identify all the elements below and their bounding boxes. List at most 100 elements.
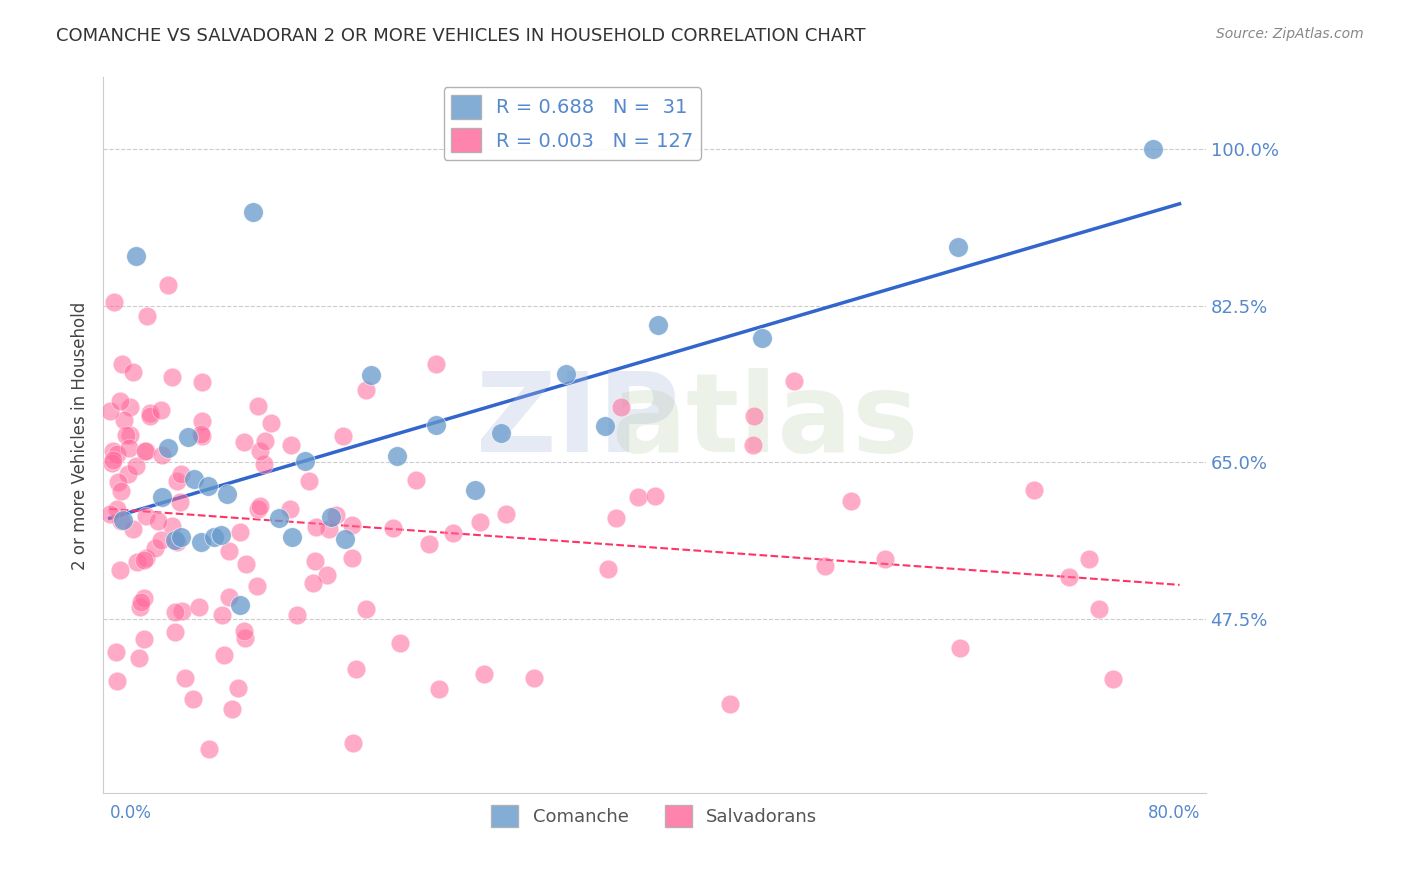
Point bbox=[108, 563, 131, 577]
Point bbox=[233, 624, 256, 638]
Point bbox=[217, 487, 239, 501]
Point bbox=[344, 662, 367, 676]
Point bbox=[340, 550, 363, 565]
Point bbox=[253, 457, 276, 471]
Point bbox=[125, 458, 148, 473]
Legend: Comanche, Salvadorans: Comanche, Salvadorans bbox=[484, 798, 825, 834]
Point bbox=[742, 438, 765, 452]
Point bbox=[221, 702, 243, 716]
Point bbox=[235, 557, 257, 571]
Point bbox=[98, 404, 121, 418]
Point bbox=[198, 741, 221, 756]
Point bbox=[418, 537, 440, 551]
Point bbox=[128, 599, 150, 614]
Y-axis label: 2 or more Vehicles in Household: 2 or more Vehicles in Household bbox=[72, 301, 89, 569]
Point bbox=[644, 489, 666, 503]
Point bbox=[135, 551, 157, 566]
Point bbox=[160, 518, 183, 533]
Point bbox=[150, 490, 173, 504]
Point bbox=[254, 434, 277, 448]
Point bbox=[260, 416, 283, 430]
Point bbox=[1022, 483, 1045, 497]
Point bbox=[187, 599, 209, 614]
Text: 80.0%: 80.0% bbox=[1147, 804, 1201, 822]
Point bbox=[197, 478, 219, 492]
Point bbox=[946, 240, 969, 254]
Point bbox=[228, 681, 250, 696]
Point bbox=[627, 491, 650, 505]
Point bbox=[128, 651, 150, 665]
Point bbox=[170, 467, 193, 481]
Point bbox=[441, 525, 464, 540]
Point bbox=[229, 599, 252, 613]
Point bbox=[132, 591, 155, 606]
Point bbox=[112, 413, 135, 427]
Point bbox=[160, 369, 183, 384]
Point bbox=[1059, 570, 1081, 584]
Text: Source: ZipAtlas.com: Source: ZipAtlas.com bbox=[1216, 27, 1364, 41]
Point bbox=[211, 607, 233, 622]
Point bbox=[110, 514, 132, 528]
Point bbox=[523, 671, 546, 685]
Point bbox=[191, 429, 214, 443]
Point bbox=[190, 426, 212, 441]
Point bbox=[132, 632, 155, 646]
Point bbox=[388, 636, 411, 650]
Point bbox=[354, 383, 377, 397]
Point bbox=[135, 443, 157, 458]
Text: 0.0%: 0.0% bbox=[110, 804, 152, 822]
Point bbox=[135, 509, 157, 524]
Point bbox=[202, 530, 225, 544]
Point bbox=[118, 428, 141, 442]
Point bbox=[129, 595, 152, 609]
Point bbox=[385, 449, 408, 463]
Point bbox=[285, 608, 308, 623]
Point bbox=[1101, 672, 1123, 686]
Point bbox=[146, 514, 169, 528]
Point bbox=[190, 535, 212, 549]
Point bbox=[105, 674, 128, 689]
Point bbox=[174, 671, 197, 685]
Point bbox=[117, 467, 139, 481]
Point bbox=[105, 501, 128, 516]
Point bbox=[304, 554, 326, 568]
Point bbox=[278, 501, 301, 516]
Point bbox=[149, 403, 172, 417]
Point bbox=[149, 533, 172, 548]
Point bbox=[318, 522, 340, 536]
Point bbox=[751, 331, 773, 345]
Point bbox=[157, 441, 180, 455]
Point bbox=[169, 495, 191, 509]
Point bbox=[139, 409, 162, 423]
Point bbox=[605, 511, 627, 525]
Point bbox=[405, 473, 427, 487]
Point bbox=[170, 604, 193, 618]
Point bbox=[246, 502, 269, 516]
Point bbox=[163, 625, 186, 640]
Point bbox=[427, 682, 450, 697]
Point bbox=[555, 367, 578, 381]
Point bbox=[191, 414, 214, 428]
Point bbox=[316, 568, 339, 582]
Point bbox=[332, 429, 354, 443]
Point bbox=[464, 483, 486, 498]
Point bbox=[1142, 142, 1164, 156]
Point bbox=[949, 641, 972, 656]
Point bbox=[425, 357, 447, 371]
Point bbox=[610, 401, 633, 415]
Point bbox=[110, 357, 132, 371]
Point bbox=[249, 500, 271, 514]
Point bbox=[647, 318, 669, 332]
Point bbox=[247, 399, 270, 413]
Point bbox=[873, 552, 896, 566]
Point bbox=[242, 204, 264, 219]
Point bbox=[281, 530, 304, 544]
Point bbox=[382, 521, 405, 535]
Point bbox=[218, 543, 240, 558]
Point bbox=[107, 475, 129, 490]
Point bbox=[280, 438, 302, 452]
Point bbox=[163, 533, 186, 547]
Point bbox=[117, 442, 139, 456]
Point bbox=[150, 448, 173, 462]
Text: COMANCHE VS SALVADORAN 2 OR MORE VEHICLES IN HOUSEHOLD CORRELATION CHART: COMANCHE VS SALVADORAN 2 OR MORE VEHICLE… bbox=[56, 27, 866, 45]
